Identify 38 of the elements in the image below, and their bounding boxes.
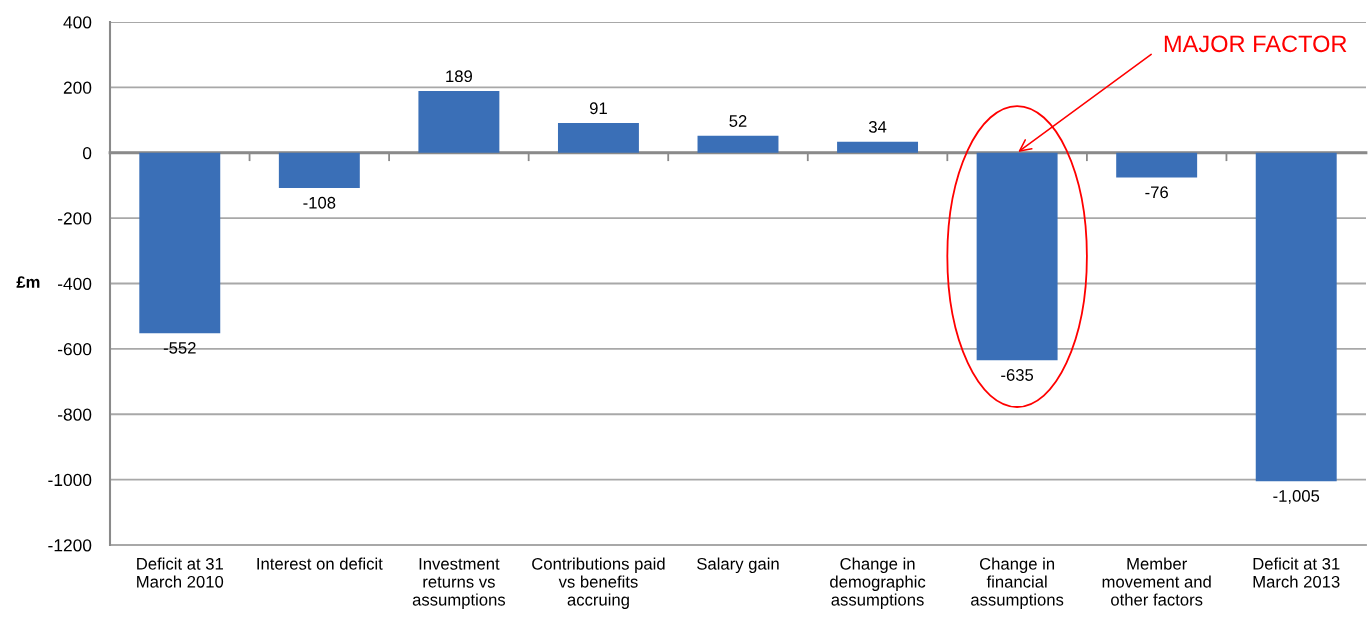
- data-label: -76: [1145, 186, 1168, 199]
- annotation: MAJOR FACTOR: [1164, 35, 1347, 53]
- y-tick-label: -800: [57, 408, 92, 421]
- data-label: 34: [868, 120, 887, 133]
- bar: [557, 123, 639, 153]
- data-label: -635: [1001, 369, 1034, 381]
- x-tick-label: Deficit at 31 March 2010: [137, 557, 224, 588]
- data-label: 52: [729, 115, 747, 127]
- bar: [278, 152, 360, 189]
- bar: [1255, 152, 1337, 482]
- data-label: 189: [446, 70, 472, 83]
- y-tick-label: 400: [63, 16, 92, 29]
- bar: [697, 135, 779, 153]
- bar: [139, 152, 221, 334]
- data-label: -552: [163, 341, 196, 354]
- data-label: -1,005: [1273, 490, 1320, 504]
- x-tick-label: Salary gain: [697, 557, 779, 574]
- y-tick-label: 0: [82, 146, 92, 160]
- y-axis-title: £m: [16, 276, 40, 288]
- bar: [837, 141, 919, 153]
- y-tick-label: -200: [57, 212, 92, 225]
- bar: [976, 152, 1058, 361]
- x-tick-label: Interest on deficit: [257, 557, 383, 570]
- bar: [1116, 152, 1198, 178]
- data-label: 91: [589, 102, 607, 115]
- x-tick-label: Change in demographic assumptions: [830, 557, 926, 609]
- y-tick-label: -1000: [48, 473, 92, 487]
- x-tick-label: Change in financial assumptions: [971, 557, 1064, 609]
- x-tick-label: Member movement and other factors: [1102, 557, 1211, 606]
- y-tick-label: -1200: [48, 539, 92, 552]
- x-tick-label: Investment returns vs assumptions: [412, 558, 506, 609]
- y-tick-label: -600: [57, 343, 92, 356]
- x-tick-label: Contributions paid vs benefits accruing: [532, 557, 665, 609]
- data-label: -108: [303, 196, 336, 209]
- y-tick-label: -400: [57, 277, 92, 290]
- y-tick-label: 200: [63, 81, 92, 94]
- bar: [418, 90, 500, 153]
- x-tick-label: Deficit at 31 March 2013: [1253, 557, 1340, 588]
